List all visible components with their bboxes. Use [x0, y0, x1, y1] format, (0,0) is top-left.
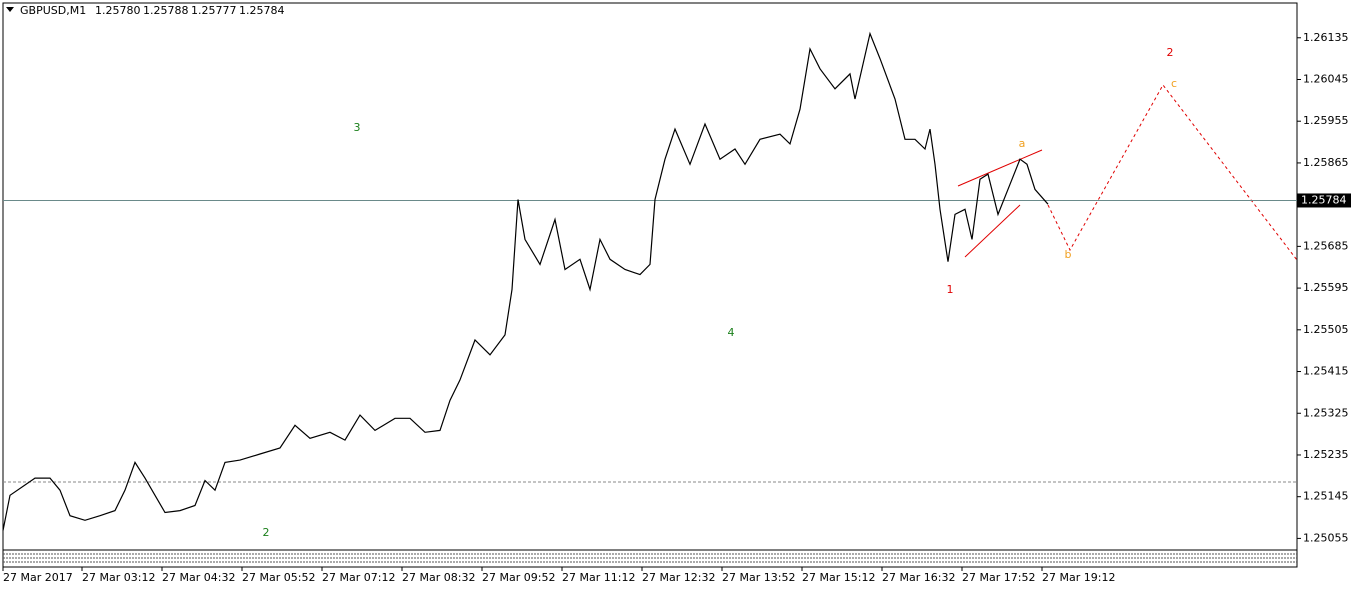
y-tick-label: 1.25955: [1303, 114, 1349, 127]
ohlc-value: 1.25788: [143, 4, 189, 17]
wave-label: 2: [263, 526, 270, 539]
ohlc-values: 1.25780 1.25788 1.25777 1.25784: [95, 4, 285, 17]
channel-line: [964, 204, 1021, 258]
ohlc-value: 1.25780: [95, 4, 141, 17]
y-tick-label: 1.25685: [1303, 239, 1349, 252]
x-tick-label: 27 Mar 07:12: [322, 571, 395, 584]
drawings: [957, 84, 1298, 261]
x-tick-label: 27 Mar 08:32: [402, 571, 475, 584]
x-tick-label: 27 Mar 11:12: [562, 571, 635, 584]
wave-label: c: [1171, 77, 1177, 90]
x-tick-label: 27 Mar 03:12: [82, 571, 155, 584]
y-tick-label: 1.25145: [1303, 490, 1349, 503]
x-tick-label: 27 Mar 09:52: [482, 571, 555, 584]
last-price-label: 1.25784: [1301, 193, 1347, 206]
menu-arrow[interactable]: [6, 7, 14, 12]
x-tick-label: 27 Mar 15:12: [802, 571, 875, 584]
y-tick-label: 1.26135: [1303, 31, 1349, 44]
plot-frame: [2, 2, 1298, 568]
y-tick-label: 1.25235: [1303, 448, 1349, 461]
wave-label: 2: [1167, 46, 1174, 59]
wave-label: a: [1019, 137, 1026, 150]
x-tick-label: 27 Mar 17:52: [962, 571, 1035, 584]
wave-label: 4: [728, 326, 735, 339]
wave-label: 1: [947, 283, 954, 296]
x-tick-label: 27 Mar 13:52: [722, 571, 795, 584]
y-tick-label: 1.25055: [1303, 531, 1349, 544]
x-tick-label: 27 Mar 04:32: [162, 571, 235, 584]
y-tick-label: 1.25595: [1303, 281, 1349, 294]
indicator-panel: [3, 553, 1297, 563]
x-tick-label: 27 Mar 19:12: [1042, 571, 1115, 584]
price-line: [2, 31, 1049, 531]
symbol: GBPUSD,M1: [20, 4, 86, 17]
y-tick-label: 1.26045: [1303, 72, 1349, 85]
y-tick-label: 1.25865: [1303, 156, 1349, 169]
y-tick-label: 1.25505: [1303, 323, 1349, 336]
x-tick-label: 27 Mar 16:32: [882, 571, 955, 584]
x-tick-label: 27 Mar 12:32: [642, 571, 715, 584]
wave-label: 3: [354, 121, 361, 134]
y-tick-label: 1.25325: [1303, 406, 1349, 419]
last-price-box: [1297, 193, 1351, 208]
ohlc-value: 1.25777: [191, 4, 237, 17]
ohlc-value: 1.25784: [239, 4, 285, 17]
y-tick-label: 1.25415: [1303, 365, 1349, 378]
x-tick-label: 27 Mar 05:52: [242, 571, 315, 584]
projection: [1047, 84, 1298, 261]
x-tick-label: 27 Mar 2017: [3, 571, 73, 584]
channel-line: [957, 149, 1043, 187]
wave-label: b: [1065, 248, 1072, 261]
